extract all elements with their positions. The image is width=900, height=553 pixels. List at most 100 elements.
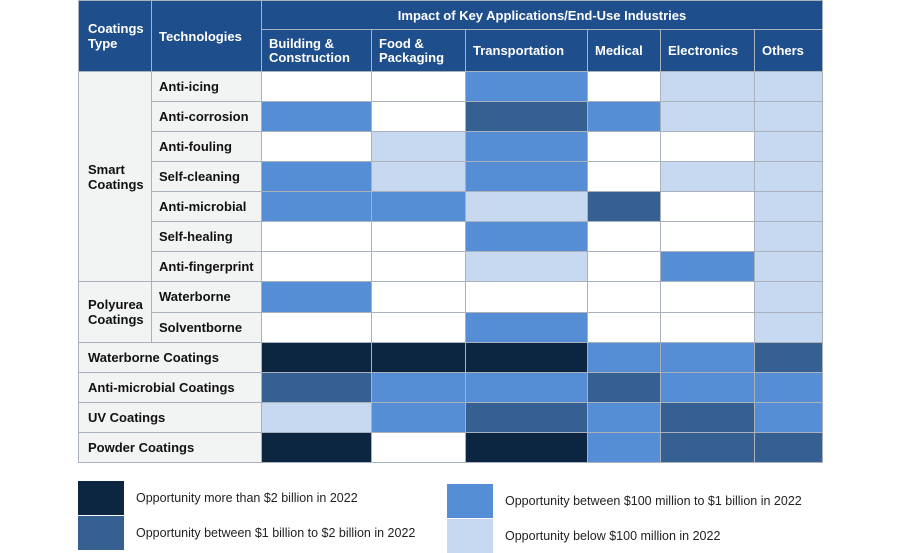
table-row: Anti-microbial [79, 191, 824, 223]
table-row: Powder Coatings [78, 431, 824, 464]
opportunity-cell-smart-coatings-self-cleaning-electronics [660, 161, 755, 193]
table-row: Solventborne [79, 311, 824, 343]
opportunity-cell-smart-coatings-anti-icing-food-packaging [371, 70, 466, 103]
coating-label-waterborne-coatings: Waterborne Coatings [78, 341, 262, 373]
opportunity-cell-smart-coatings-self-healing-transportation [465, 221, 588, 253]
opportunity-cell-uv-coatings-medical [587, 401, 661, 433]
opportunity-cell-smart-coatings-self-cleaning-food-packaging [371, 161, 466, 193]
coating-label-powder-coatings: Powder Coatings [78, 431, 262, 464]
opportunity-matrix: Coatings Type Technologies Impact of Key… [78, 0, 824, 464]
opportunity-cell-polyurea-coatings-solventborne-building-construction [261, 311, 372, 343]
opportunity-cell-waterborne-coatings-food-packaging [371, 341, 466, 373]
coating-label-anti-microbial-coatings: Anti-microbial Coatings [78, 371, 262, 403]
legend-label: Opportunity between $100 million to $1 b… [505, 494, 802, 508]
legend-item: Opportunity between $1 billion to $2 bil… [78, 516, 415, 550]
technology-label-anti-fouling: Anti-fouling [151, 131, 262, 163]
opportunity-cell-uv-coatings-electronics [660, 401, 755, 433]
table-row: Self-healing [79, 221, 824, 253]
opportunity-cell-uv-coatings-others [753, 401, 824, 433]
opportunity-cell-smart-coatings-anti-fouling-electronics [660, 131, 755, 163]
industries-group-header: Impact of Key Applications/End-Use Indus… [260, 0, 824, 30]
legend-swatch [78, 516, 124, 550]
opportunity-cell-waterborne-coatings-others [753, 341, 824, 373]
opportunity-cell-waterborne-coatings-medical [587, 341, 661, 373]
opportunity-cell-smart-coatings-self-healing-others [753, 221, 824, 253]
opportunity-cell-uv-coatings-transportation [465, 401, 588, 433]
opportunity-cell-waterborne-coatings-transportation [465, 341, 588, 373]
legend-swatch [78, 481, 124, 515]
opportunity-cell-smart-coatings-anti-icing-medical [587, 70, 661, 103]
coatings-type-header: Coatings Type [78, 0, 152, 72]
opportunity-cell-smart-coatings-anti-fouling-transportation [465, 131, 588, 163]
technology-label-anti-corrosion: Anti-corrosion [151, 101, 262, 133]
opportunity-cell-smart-coatings-anti-fingerprint-transportation [465, 251, 588, 283]
opportunity-cell-anti-microbial-coatings-others [753, 371, 824, 403]
legend-item: Opportunity between $100 million to $1 b… [447, 484, 802, 518]
opportunity-cell-smart-coatings-anti-microbial-building-construction [261, 191, 372, 223]
opportunity-cell-anti-microbial-coatings-electronics [660, 371, 755, 403]
technology-label-solventborne: Solventborne [151, 311, 262, 343]
opportunity-cell-uv-coatings-building-construction [261, 401, 372, 433]
opportunity-cell-powder-coatings-transportation [465, 431, 588, 464]
technology-label-anti-microbial: Anti-microbial [151, 191, 262, 223]
opportunity-cell-polyurea-coatings-waterborne-transportation [465, 281, 588, 313]
opportunity-cell-anti-microbial-coatings-food-packaging [371, 371, 466, 403]
opportunity-cell-polyurea-coatings-waterborne-medical [587, 281, 661, 313]
opportunity-cell-smart-coatings-anti-fouling-medical [587, 131, 661, 163]
table-row: Waterborne Coatings [78, 341, 824, 373]
opportunity-cell-uv-coatings-food-packaging [371, 401, 466, 433]
table-row: Anti-fingerprint [79, 251, 824, 283]
opportunity-cell-smart-coatings-self-healing-building-construction [261, 221, 372, 253]
industry-header-food-packaging: Food & Packaging [371, 29, 466, 72]
opportunity-cell-smart-coatings-self-healing-electronics [660, 221, 755, 253]
opportunity-cell-smart-coatings-self-cleaning-transportation [465, 161, 588, 193]
opportunity-cell-polyurea-coatings-solventborne-transportation [465, 311, 588, 343]
opportunity-cell-polyurea-coatings-solventborne-others [753, 311, 824, 343]
legend-item: Opportunity more than $2 billion in 2022 [78, 481, 358, 515]
opportunity-cell-smart-coatings-anti-microbial-others [753, 191, 824, 223]
opportunity-cell-powder-coatings-electronics [660, 431, 755, 464]
opportunity-cell-smart-coatings-anti-fouling-food-packaging [371, 131, 466, 163]
industry-header-transportation: Transportation [465, 29, 588, 72]
opportunity-cell-polyurea-coatings-solventborne-medical [587, 311, 661, 343]
opportunity-cell-polyurea-coatings-solventborne-food-packaging [371, 311, 466, 343]
opportunity-cell-smart-coatings-anti-fingerprint-food-packaging [371, 251, 466, 283]
opportunity-cell-smart-coatings-anti-microbial-medical [587, 191, 661, 223]
group-label-smart-coatings: Smart Coatings [78, 70, 152, 283]
group-label-polyurea-coatings: Polyurea Coatings [78, 281, 152, 343]
table-row: Anti-fouling [79, 131, 824, 163]
opportunity-cell-polyurea-coatings-waterborne-food-packaging [371, 281, 466, 313]
opportunity-cell-smart-coatings-anti-microbial-food-packaging [371, 191, 466, 223]
legend-label: Opportunity between $1 billion to $2 bil… [136, 526, 416, 540]
opportunity-cell-smart-coatings-anti-corrosion-medical [587, 101, 661, 133]
opportunity-cell-smart-coatings-anti-microbial-electronics [660, 191, 755, 223]
opportunity-cell-smart-coatings-anti-icing-electronics [660, 70, 755, 103]
coating-label-uv-coatings: UV Coatings [78, 401, 262, 433]
table-row: Smart Coatings Anti-icing [78, 70, 824, 283]
technology-label-anti-fingerprint: Anti-fingerprint [151, 251, 262, 283]
technology-label-self-cleaning: Self-cleaning [151, 161, 262, 193]
legend-label: Opportunity below $100 million in 2022 [505, 529, 721, 543]
matrix-body: Smart Coatings Anti-icing Anti-corrosion An… [78, 70, 824, 464]
industry-header-medical: Medical [587, 29, 661, 72]
legend-item: Opportunity below $100 million in 2022 [447, 519, 720, 553]
opportunity-cell-smart-coatings-anti-fingerprint-medical [587, 251, 661, 283]
technology-label-self-healing: Self-healing [151, 221, 262, 253]
legend-label: Opportunity more than $2 billion in 2022 [136, 491, 358, 505]
industry-header-electronics: Electronics [660, 29, 755, 72]
technology-label-waterborne: Waterborne [151, 281, 262, 313]
opportunity-cell-smart-coatings-self-healing-medical [587, 221, 661, 253]
opportunity-cell-smart-coatings-anti-fingerprint-building-construction [261, 251, 372, 283]
opportunity-cell-anti-microbial-coatings-transportation [465, 371, 588, 403]
industry-header-building-construction: Building & Construction [261, 29, 372, 72]
opportunity-cell-powder-coatings-others [753, 431, 824, 464]
opportunity-cell-smart-coatings-anti-icing-transportation [465, 70, 588, 103]
opportunity-cell-smart-coatings-anti-icing-building-construction [261, 70, 372, 103]
opportunity-cell-smart-coatings-anti-corrosion-transportation [465, 101, 588, 133]
opportunity-cell-waterborne-coatings-electronics [660, 341, 755, 373]
table-row: Polyurea Coatings Waterborne [78, 281, 824, 343]
opportunity-cell-smart-coatings-self-cleaning-building-construction [261, 161, 372, 193]
opportunity-cell-smart-coatings-anti-fingerprint-electronics [660, 251, 755, 283]
opportunity-cell-powder-coatings-building-construction [261, 431, 372, 464]
industry-header-row: Building & Construction Food & Packaging T… [79, 29, 824, 72]
